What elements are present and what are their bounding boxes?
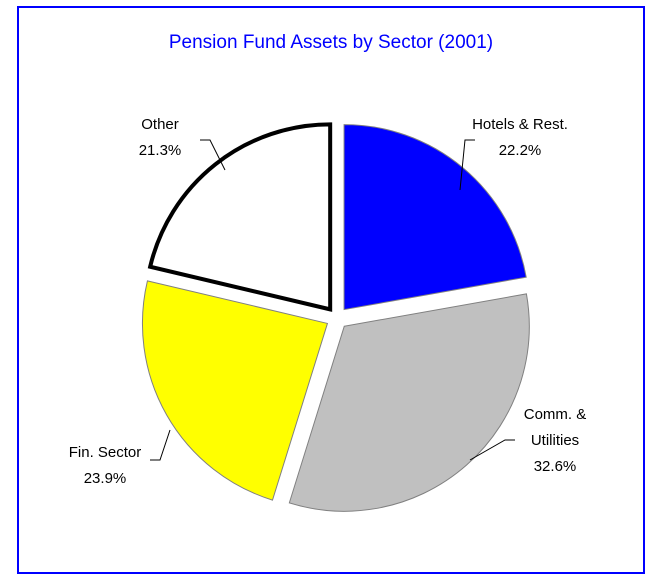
chart-title: Pension Fund Assets by Sector (2001)	[168, 32, 494, 53]
pie-slice	[147, 122, 333, 312]
chart-frame	[17, 6, 645, 574]
slice-value-label: 32.6%	[533, 458, 577, 475]
slice-value-label: 22.2%	[498, 142, 542, 159]
slice-label: Other 21.3%	[125, 112, 195, 164]
leader-line	[469, 439, 515, 461]
pie-slice	[343, 124, 527, 311]
leader-line	[150, 429, 171, 461]
slice-category: Other	[141, 116, 179, 133]
slice-category: Hotels & Rest.	[472, 116, 568, 133]
slice-category: Comm. & Utilities	[523, 406, 587, 449]
slice-label: Hotels & Rest. 22.2%	[465, 112, 575, 164]
slice-value-label: 23.9%	[83, 470, 127, 487]
leader-line	[459, 139, 475, 191]
pie-slice	[141, 280, 329, 501]
slice-label: Comm. & Utilities 32.6%	[520, 402, 590, 480]
pie-slice	[288, 293, 530, 512]
leader-line	[200, 139, 226, 171]
slice-label: Fin. Sector 23.9%	[60, 440, 150, 492]
slice-category: Fin. Sector	[68, 444, 142, 461]
slice-value-label: 21.3%	[138, 142, 182, 159]
